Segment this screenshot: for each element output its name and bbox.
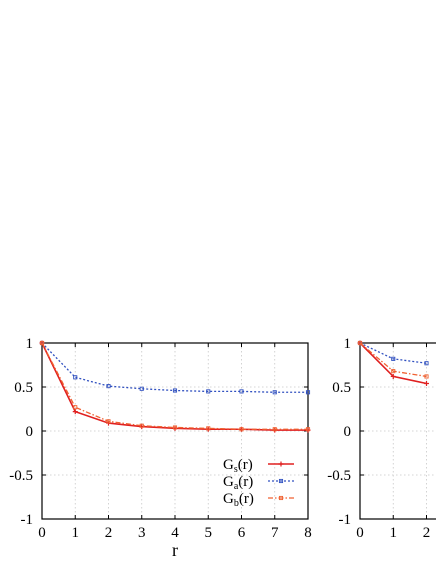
- legend-swatch-marker: [278, 495, 284, 501]
- x-tick-label: 0: [356, 525, 364, 541]
- x-tick-label: 5: [205, 525, 213, 541]
- data-point: [206, 389, 211, 394]
- y-tick-labels: 1 0.5 0 -0.5 -1: [9, 336, 33, 528]
- data-point: [106, 384, 111, 389]
- x-tick-label: 0: [38, 525, 46, 541]
- x-tick-label: 1: [390, 525, 398, 541]
- data-point: [305, 427, 311, 432]
- data-point: [239, 427, 244, 432]
- y-tick-label: -0.5: [9, 468, 33, 484]
- series-line-1: [41, 342, 308, 393]
- x-tick-label: 8: [304, 525, 312, 541]
- grid: [42, 343, 308, 519]
- data-point: [239, 389, 244, 394]
- tick-marks: [41, 342, 309, 520]
- x-tick-labels: 0 1 2 3 4 5 6 7 8: [38, 525, 312, 541]
- x-tick-label: 2: [105, 525, 113, 541]
- x-tick-label: 7: [271, 525, 279, 541]
- x-tick-label: 1: [72, 525, 80, 541]
- legend-label: Gb(r): [223, 491, 254, 509]
- data-point: [272, 390, 277, 395]
- series-group: [357, 340, 429, 386]
- y-tick-label: -1: [21, 512, 34, 528]
- series-line-2: [359, 342, 427, 378]
- data-point: [139, 423, 144, 428]
- x-tick-label: 4: [171, 525, 179, 541]
- legend-label: Ga(r): [223, 474, 253, 492]
- data-point: [172, 388, 178, 393]
- data-point: [390, 373, 396, 379]
- legend: Gs(r)Ga(r)Gb(r): [223, 457, 294, 509]
- data-point: [391, 356, 396, 361]
- y-tick-label: 1: [26, 336, 34, 352]
- legend-swatch-marker: [278, 461, 284, 467]
- data-point: [424, 374, 429, 379]
- y-tick-label: 0.5: [14, 380, 33, 396]
- data-point: [391, 369, 396, 374]
- grid: [360, 343, 436, 519]
- y-tick-label: 0: [26, 424, 34, 440]
- series-line-1: [359, 342, 427, 364]
- chart-panel-left: 0 1 2 3 4 5 6 7 8 1 0.5 0 -0.5 -1 r Gs(r)Ga(r)Gb(r): [9, 336, 312, 560]
- data-point: [39, 340, 45, 346]
- data-point: [424, 380, 429, 386]
- x-tick-label: 6: [238, 525, 246, 541]
- data-point: [305, 390, 311, 395]
- data-point: [272, 427, 277, 432]
- x-axis-title: r: [172, 540, 178, 560]
- data-point: [424, 361, 429, 366]
- x-tick-label: 2: [423, 525, 431, 541]
- data-point: [106, 419, 111, 424]
- y-tick-label: -0.5: [327, 468, 351, 484]
- series-line-2: [41, 342, 308, 430]
- y-tick-label: 0: [344, 424, 352, 440]
- data-point: [357, 340, 363, 346]
- data-point: [73, 405, 78, 410]
- chart-panel-right: 0 1 2 1 0.5 0 -0.5 -1: [327, 336, 436, 541]
- data-point: [73, 375, 78, 380]
- y-tick-label: 1: [344, 336, 352, 352]
- data-point: [206, 426, 211, 431]
- x-tick-labels: 0 1 2: [356, 525, 430, 541]
- legend-swatch-marker: [278, 478, 284, 484]
- y-tick-label: -1: [339, 512, 352, 528]
- y-tick-label: 0.5: [332, 380, 351, 396]
- data-point: [172, 425, 178, 430]
- y-tick-labels: 1 0.5 0 -0.5 -1: [327, 336, 351, 528]
- legend-label: Gs(r): [223, 457, 253, 475]
- x-tick-label: 3: [138, 525, 146, 541]
- series-group: [39, 340, 311, 433]
- data-point: [139, 386, 144, 391]
- data-point: [72, 409, 78, 415]
